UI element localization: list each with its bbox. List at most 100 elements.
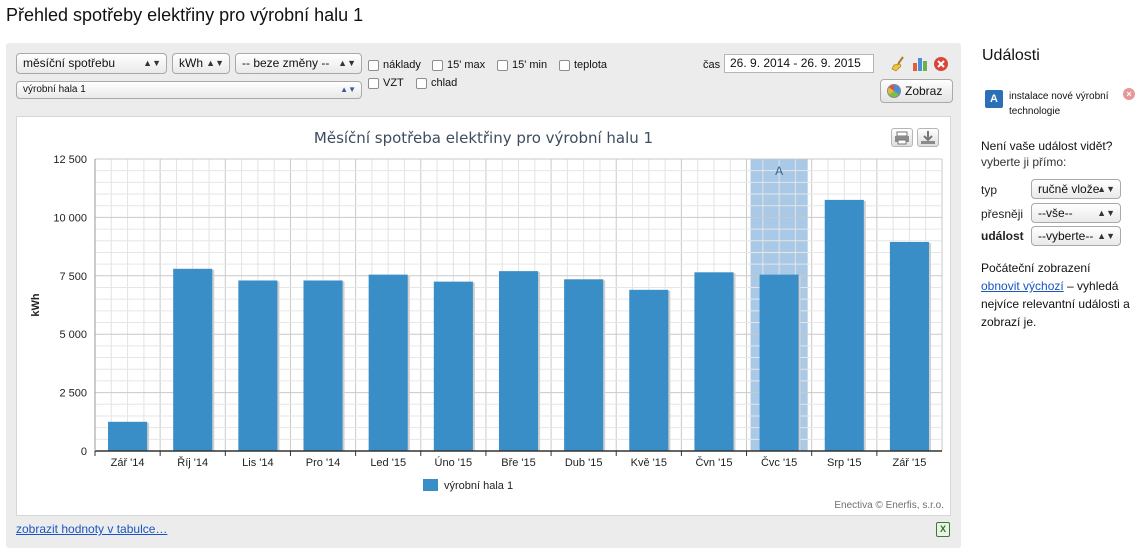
unit-select-value: kWh bbox=[179, 56, 203, 70]
bar bbox=[759, 274, 799, 451]
highlight-label: A bbox=[775, 164, 783, 178]
close-icon[interactable] bbox=[933, 56, 949, 72]
x-tick-label: Říj '14 bbox=[177, 456, 208, 469]
precise-select-value: --vše-- bbox=[1038, 206, 1073, 220]
bar bbox=[433, 281, 473, 451]
show-button[interactable]: Zobraz bbox=[880, 79, 953, 103]
x-tick-label: Bře '15 bbox=[501, 457, 536, 469]
print-icon bbox=[895, 131, 909, 145]
checkbox-label: 15' max bbox=[447, 59, 486, 71]
checkbox-cooling[interactable]: chlad bbox=[416, 77, 457, 90]
select-arrows-icon: ▲▼ bbox=[338, 58, 356, 68]
y-tick-label: 5 000 bbox=[59, 329, 87, 341]
page-title: Přehled spotřeby elektřiny pro výrobní h… bbox=[6, 5, 364, 25]
y-tick-label: 0 bbox=[81, 446, 87, 458]
show-table-link[interactable]: zobrazit hodnoty v tabulce… bbox=[16, 522, 168, 536]
y-tick-label: 7 500 bbox=[59, 271, 87, 283]
download-icon bbox=[921, 131, 935, 144]
x-tick-label: Čvn '15 bbox=[695, 456, 732, 469]
sidebar-note: Počáteční zobrazení obnovit výchozí – vyh… bbox=[981, 259, 1141, 331]
excel-icon[interactable]: X bbox=[936, 522, 950, 537]
checkbox-box[interactable] bbox=[432, 60, 443, 71]
x-tick-label: Zář '14 bbox=[111, 457, 145, 469]
chart-container: Měsíční spotřeba elektřiny pro výrobní h… bbox=[16, 116, 951, 516]
bar bbox=[303, 280, 343, 451]
bar-chart: A 0 2 500 5 000 7 500 10 000 12 500 Zář '14 Říj … bbox=[30, 154, 943, 492]
event-select-value: --vyberte-- bbox=[1038, 229, 1094, 243]
sidebar-question: Není vaše událost vidět? bbox=[981, 139, 1113, 153]
note-text-after: – vyhledá nejvíce relevantní události a … bbox=[981, 279, 1130, 329]
sidebar-question-sub: vyberte ji přímo: bbox=[981, 155, 1067, 169]
x-tick-label: Úno '15 bbox=[435, 456, 473, 469]
checkbox-label: náklady bbox=[383, 59, 421, 71]
x-tick-label: Kvě '15 bbox=[631, 457, 667, 469]
bar bbox=[238, 280, 278, 451]
show-button-label: Zobraz bbox=[905, 84, 943, 98]
location-select-value: výrobní hala 1 bbox=[23, 84, 86, 95]
sidebar-title: Události bbox=[982, 47, 1040, 64]
select-arrows-icon: ▲▼ bbox=[206, 58, 224, 68]
bar bbox=[564, 279, 604, 451]
x-tick-label: Lis '14 bbox=[242, 457, 273, 469]
event-label: událost bbox=[981, 229, 1024, 243]
broom-icon[interactable] bbox=[891, 56, 907, 72]
bar bbox=[108, 421, 148, 451]
checkbox-temperature[interactable]: teplota bbox=[559, 59, 607, 72]
bar bbox=[173, 268, 213, 451]
restore-default-link[interactable]: obnovit výchozí bbox=[981, 279, 1064, 293]
precise-select[interactable]: --vše-- ▲▼ bbox=[1031, 203, 1121, 223]
checkbox-box[interactable] bbox=[368, 60, 379, 71]
change-select[interactable]: -- beze změny -- ▲▼ bbox=[235, 53, 362, 74]
x-tick-label: Čvc '15 bbox=[761, 456, 797, 469]
checkbox-15-min[interactable]: 15' min bbox=[497, 59, 547, 72]
bar bbox=[498, 271, 539, 451]
print-button[interactable] bbox=[891, 128, 913, 147]
time-label: čas bbox=[703, 59, 721, 71]
bar bbox=[368, 274, 408, 451]
checkbox-box[interactable] bbox=[497, 60, 508, 71]
y-tick-label: 12 500 bbox=[53, 154, 87, 166]
checkbox-costs[interactable]: náklady bbox=[368, 59, 421, 72]
bar-chart-icon[interactable] bbox=[912, 56, 928, 72]
metric-select-value: měsíční spotřebu bbox=[23, 56, 116, 70]
bar bbox=[694, 272, 734, 451]
x-tick-label: Led '15 bbox=[370, 457, 406, 469]
location-select[interactable]: výrobní hala 1 ▲▼ bbox=[16, 81, 362, 99]
metric-select[interactable]: měsíční spotřebu ▲▼ bbox=[16, 53, 167, 74]
legend-swatch bbox=[423, 479, 438, 491]
checkbox-15-max[interactable]: 15' max bbox=[432, 59, 485, 72]
bar bbox=[889, 241, 929, 451]
checkbox-box[interactable] bbox=[416, 78, 427, 89]
select-arrows-icon: ▲▼ bbox=[340, 85, 356, 94]
y-tick-label: 2 500 bbox=[59, 388, 87, 400]
select-arrows-icon: ▲▼ bbox=[1097, 184, 1115, 194]
checkbox-vzt[interactable]: VZT bbox=[368, 77, 404, 90]
select-arrows-icon: ▲▼ bbox=[143, 58, 161, 68]
x-tick-label: Zář '15 bbox=[892, 457, 926, 469]
y-tick-label: 10 000 bbox=[53, 212, 87, 224]
type-select[interactable]: ručně vlože ▲▼ bbox=[1031, 179, 1121, 199]
select-arrows-icon: ▲▼ bbox=[1097, 208, 1115, 218]
remove-event-icon[interactable]: × bbox=[1123, 88, 1135, 100]
download-button[interactable] bbox=[917, 128, 939, 147]
event-badge: A bbox=[985, 90, 1003, 108]
checkbox-label: VZT bbox=[383, 77, 404, 89]
unit-select[interactable]: kWh ▲▼ bbox=[172, 53, 230, 74]
checkbox-box[interactable] bbox=[559, 60, 570, 71]
pie-chart-icon bbox=[887, 84, 901, 98]
select-arrows-icon: ▲▼ bbox=[1097, 231, 1115, 241]
type-select-value: ručně vlože bbox=[1038, 182, 1100, 196]
change-select-value: -- beze změny -- bbox=[242, 56, 330, 70]
checkbox-label: chlad bbox=[431, 77, 458, 89]
y-axis-label: kWh bbox=[30, 293, 42, 317]
x-tick-label: Dub '15 bbox=[565, 457, 603, 469]
x-tick-label: Srp '15 bbox=[827, 457, 862, 469]
checkbox-box[interactable] bbox=[368, 78, 379, 89]
event-select[interactable]: --vyberte-- ▲▼ bbox=[1031, 226, 1121, 246]
date-range-input[interactable]: 26. 9. 2014 - 26. 9. 2015 bbox=[724, 54, 874, 73]
precise-label: přesněji bbox=[981, 207, 1024, 221]
chart-credit: Enectiva © Enerfis, s.r.o. bbox=[834, 500, 944, 511]
note-text: Počáteční zobrazení bbox=[981, 261, 1091, 275]
checkbox-label: teplota bbox=[574, 59, 608, 71]
chart-title: Měsíční spotřeba elektřiny pro výrobní h… bbox=[313, 129, 654, 147]
